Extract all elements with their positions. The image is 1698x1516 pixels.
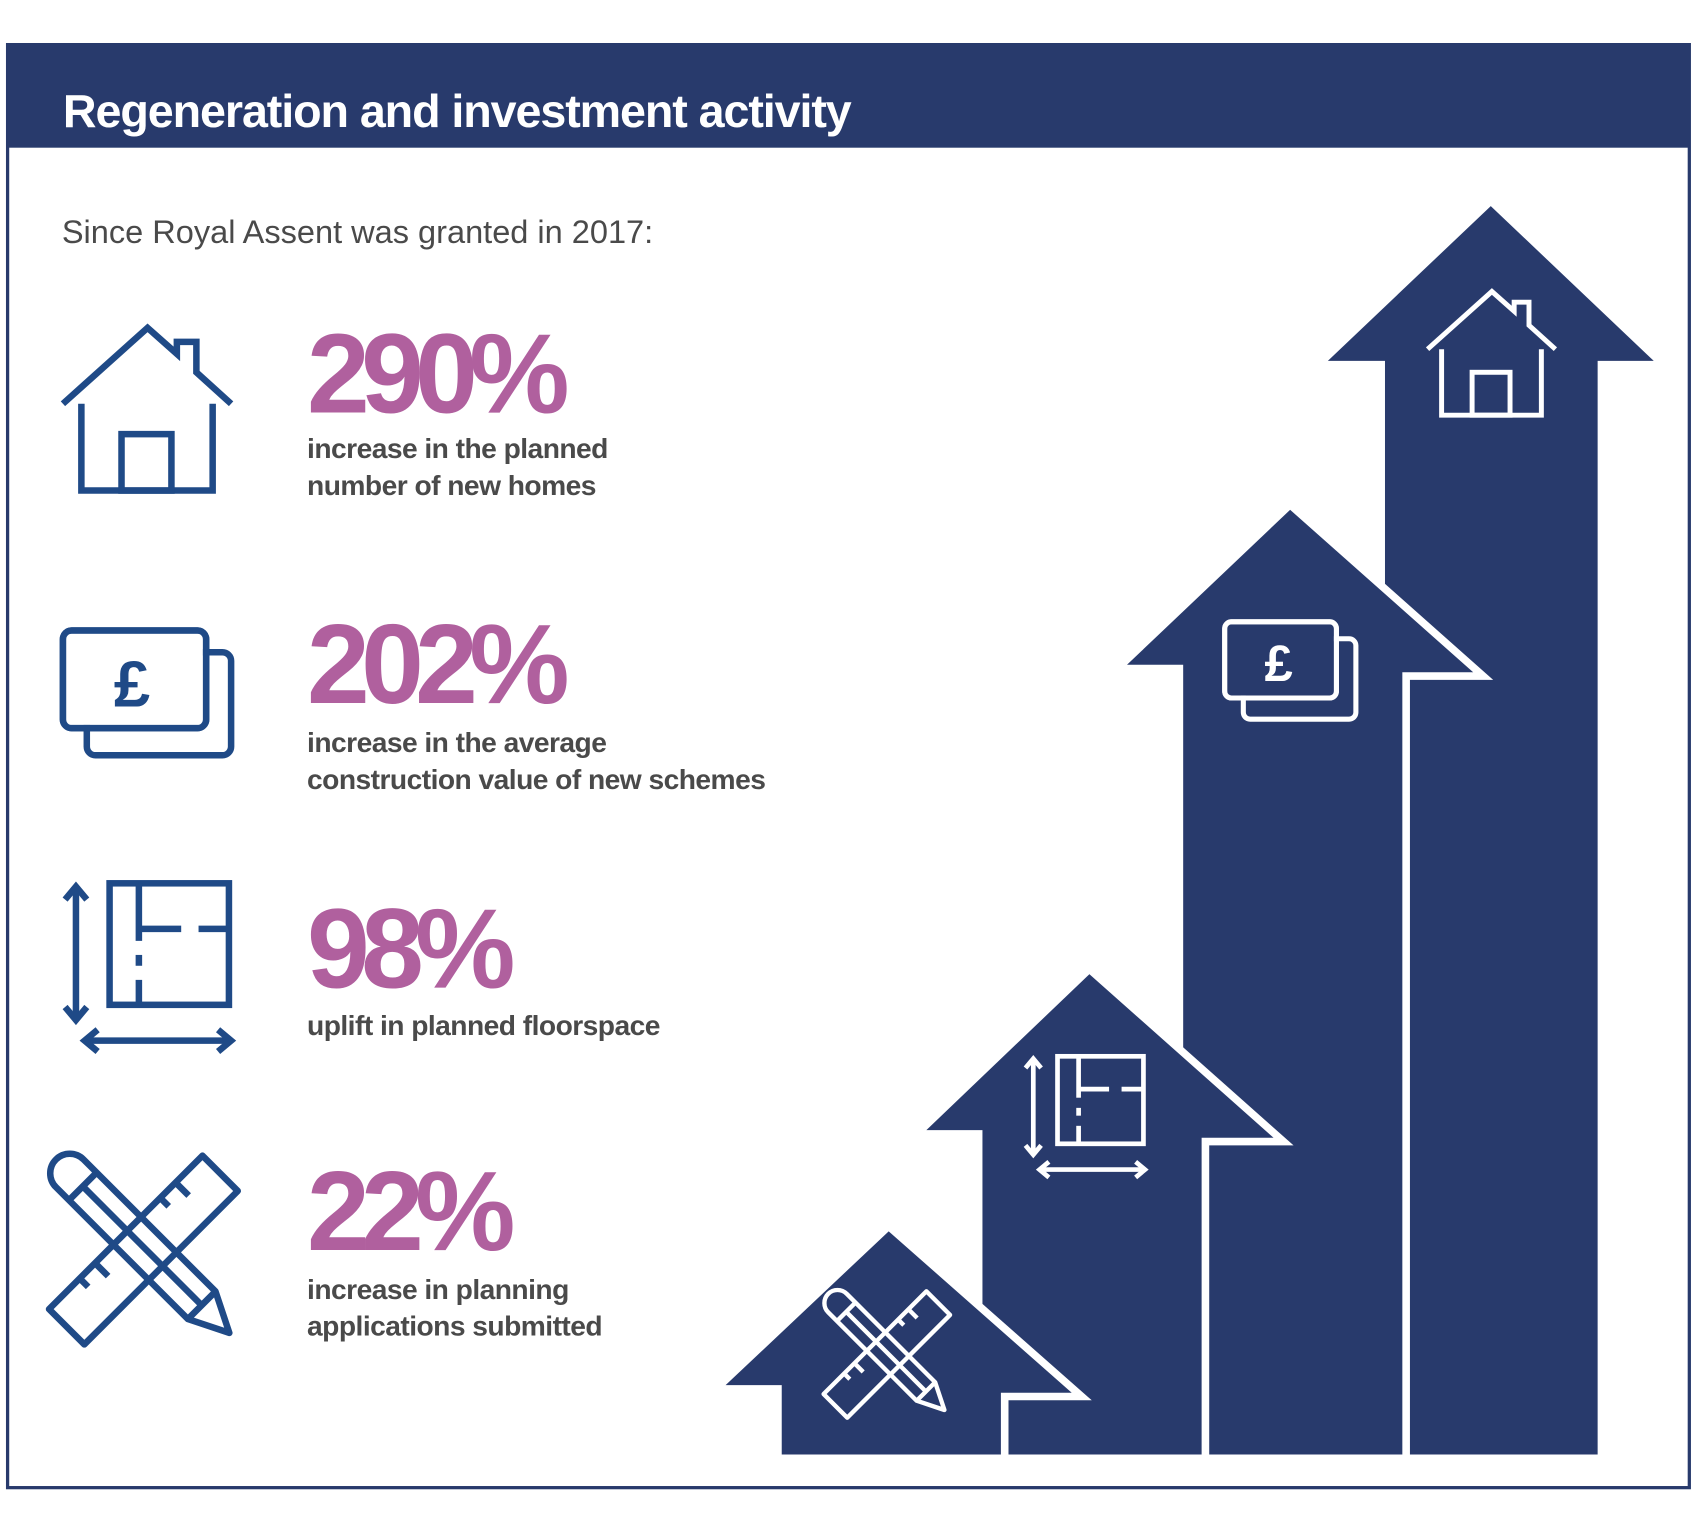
stat-desc: increase in the planned	[307, 432, 608, 464]
stat-applications: 22% increase in planning applications su…	[307, 1148, 603, 1342]
page-title: Regeneration and investment activity	[63, 85, 852, 137]
stat-desc: uplift in planned floorspace	[307, 1009, 660, 1041]
stat-value: 290%	[307, 310, 567, 436]
intro-text: Since Royal Assent was granted in 2017:	[62, 214, 653, 250]
stat-homes: 290% increase in the planned number of n…	[307, 310, 608, 500]
header-bar	[6, 43, 1691, 148]
pound-notes-icon: £	[1225, 619, 1356, 719]
stat-value: 202%	[307, 601, 567, 727]
stat-value: 98%	[307, 885, 513, 1011]
stat-value: 22%	[307, 1148, 513, 1274]
stat-desc: applications submitted	[307, 1310, 602, 1342]
svg-text:£: £	[1264, 635, 1292, 692]
stat-desc: increase in the average	[307, 726, 606, 758]
pound-notes-icon: £	[63, 627, 231, 756]
svg-text:£: £	[114, 647, 150, 720]
stat-desc: number of new homes	[307, 469, 596, 501]
arrow-applications	[706, 1221, 1092, 1463]
stat-floorspace: 98% uplift in planned floorspace	[307, 885, 660, 1041]
stat-desc: construction value of new schemes	[307, 763, 765, 795]
stat-desc: increase in planning	[307, 1273, 569, 1305]
stat-construction-value: 202% increase in the average constructio…	[307, 601, 766, 795]
